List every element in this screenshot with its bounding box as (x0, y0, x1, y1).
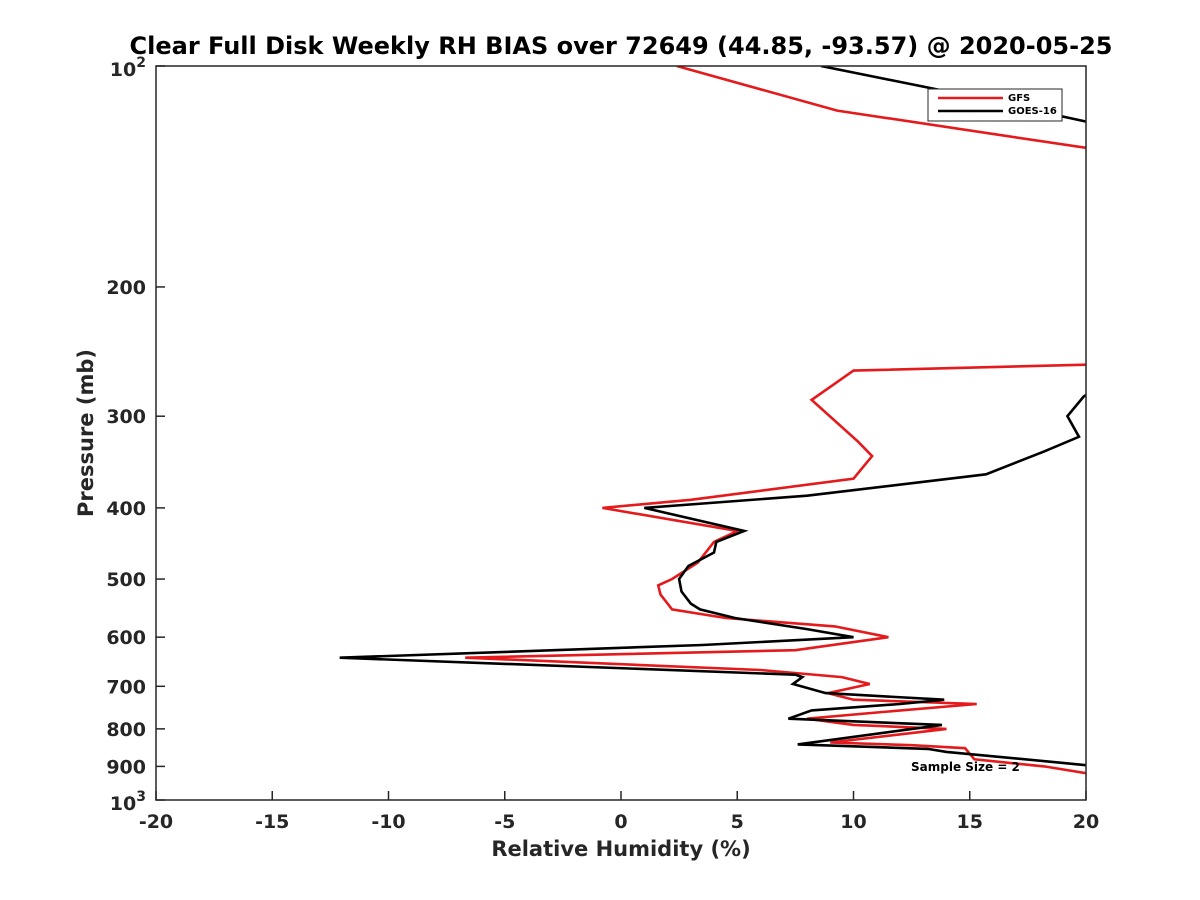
y-tick-label: 800 (106, 719, 146, 741)
legend: GFS GOES-16 (927, 88, 1063, 122)
x-tick-label: 20 (1073, 811, 1099, 833)
y-tick-label: 700 (106, 676, 146, 698)
x-tick-label: 5 (731, 811, 744, 833)
x-tick-label: -10 (371, 811, 405, 833)
y-tick-label: 900 (106, 756, 146, 778)
legend-label-gfs: GFS (1008, 93, 1030, 104)
legend-box (927, 88, 1063, 122)
x-tick-label: -20 (139, 811, 173, 833)
series-line-goes16 (339, 66, 1086, 767)
y-tick-label: 400 (106, 498, 146, 520)
y-tick-label: 200 (106, 277, 146, 299)
y-tick-label: 102 (110, 55, 146, 81)
x-tick-label: 15 (957, 811, 983, 833)
series-layer (339, 66, 1086, 775)
y-axis: 102 200 300 400 500 600 700 800 900 103 (106, 55, 165, 815)
x-tick-label: -5 (494, 811, 515, 833)
y-tick-label: 300 (106, 406, 146, 428)
y-tick-label: 500 (106, 569, 146, 591)
chart-title: Clear Full Disk Weekly RH BIAS over 7264… (130, 32, 1113, 60)
y-tick-label: 600 (106, 627, 146, 649)
x-tick-label: 10 (840, 811, 866, 833)
plot-frame (155, 65, 1087, 801)
series-line-gfs (465, 66, 1086, 775)
y-axis-label: Pressure (mb) (74, 349, 98, 517)
x-axis-label: Relative Humidity (%) (491, 837, 750, 861)
x-tick-label: 0 (614, 811, 627, 833)
x-axis: -20 -15 -10 -5 0 5 10 15 20 (139, 791, 1099, 833)
y-tick-label: 103 (110, 789, 146, 815)
x-tick-label: -15 (255, 811, 289, 833)
sample-size-annotation: Sample Size = 2 (911, 760, 1020, 774)
legend-label-goes16: GOES-16 (1008, 106, 1057, 117)
